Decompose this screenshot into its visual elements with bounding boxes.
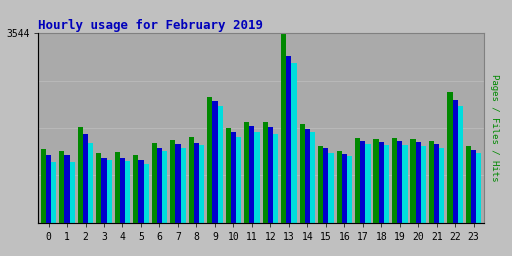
- Bar: [300, 124, 305, 223]
- Bar: [305, 129, 310, 223]
- Bar: [70, 162, 75, 223]
- Bar: [384, 145, 389, 223]
- Bar: [263, 122, 268, 223]
- Bar: [373, 139, 379, 223]
- Bar: [175, 144, 181, 223]
- Text: Pages / Files / Hits: Pages / Files / Hits: [489, 74, 499, 182]
- Bar: [88, 143, 93, 223]
- Bar: [360, 141, 366, 223]
- Bar: [310, 132, 315, 223]
- Bar: [244, 122, 249, 223]
- Bar: [236, 137, 241, 223]
- Bar: [78, 127, 83, 223]
- Bar: [476, 153, 481, 223]
- Bar: [207, 97, 212, 223]
- Bar: [254, 132, 260, 223]
- Bar: [212, 101, 218, 223]
- Bar: [96, 153, 101, 223]
- Bar: [342, 154, 347, 223]
- Bar: [199, 145, 204, 223]
- Bar: [466, 146, 471, 223]
- Bar: [471, 150, 476, 223]
- Bar: [318, 146, 323, 223]
- Text: Hourly usage for February 2019: Hourly usage for February 2019: [38, 19, 263, 32]
- Bar: [218, 106, 223, 223]
- Bar: [101, 157, 106, 223]
- Bar: [59, 151, 65, 223]
- Bar: [286, 57, 291, 223]
- Bar: [355, 138, 360, 223]
- Bar: [125, 161, 130, 223]
- Bar: [458, 106, 463, 223]
- Bar: [328, 153, 334, 223]
- Bar: [347, 156, 352, 223]
- Bar: [439, 148, 444, 223]
- Bar: [392, 138, 397, 223]
- Bar: [249, 126, 254, 223]
- Bar: [181, 148, 186, 223]
- Bar: [194, 143, 199, 223]
- Bar: [188, 137, 194, 223]
- Bar: [336, 151, 342, 223]
- Bar: [143, 164, 149, 223]
- Bar: [231, 132, 236, 223]
- Bar: [120, 158, 125, 223]
- Bar: [268, 126, 273, 223]
- Bar: [138, 160, 143, 223]
- Bar: [397, 142, 402, 223]
- Bar: [434, 144, 439, 223]
- Bar: [133, 155, 138, 223]
- Bar: [416, 142, 421, 223]
- Bar: [379, 142, 384, 223]
- Bar: [291, 63, 296, 223]
- Bar: [453, 100, 458, 223]
- Bar: [323, 148, 328, 223]
- Bar: [157, 148, 162, 223]
- Bar: [402, 145, 408, 223]
- Bar: [281, 33, 286, 223]
- Bar: [170, 140, 175, 223]
- Bar: [226, 128, 231, 223]
- Bar: [46, 155, 51, 223]
- Bar: [106, 160, 112, 223]
- Bar: [65, 155, 70, 223]
- Bar: [411, 139, 416, 223]
- Bar: [366, 144, 371, 223]
- Bar: [51, 162, 56, 223]
- Bar: [115, 152, 120, 223]
- Bar: [162, 151, 167, 223]
- Bar: [273, 134, 278, 223]
- Bar: [152, 143, 157, 223]
- Bar: [421, 146, 426, 223]
- Bar: [429, 142, 434, 223]
- Bar: [447, 92, 453, 223]
- Bar: [41, 149, 46, 223]
- Bar: [83, 134, 88, 223]
